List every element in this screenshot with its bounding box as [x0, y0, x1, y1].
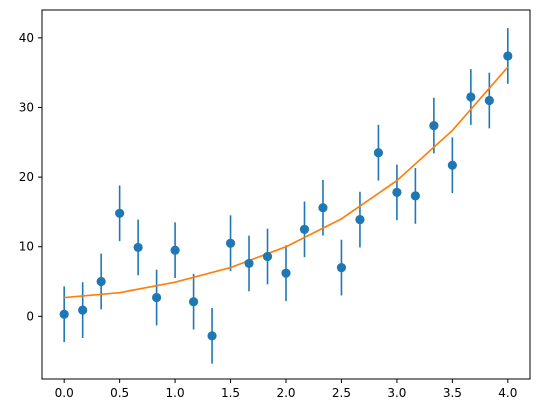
data-point	[59, 309, 69, 319]
x-tick-label: 1.0	[166, 386, 185, 400]
data-point	[188, 297, 199, 307]
y-tick-label: 20	[19, 170, 34, 184]
fit-line	[64, 66, 509, 299]
data-point	[503, 51, 513, 61]
axes: 0.0 0.5 1.0 1.5 2.0 2.5 3.0 3.5 4.0 0 10 20 30 40	[19, 9, 531, 400]
data-point	[373, 148, 384, 158]
data-point	[336, 263, 347, 273]
y-tick-label: 40	[19, 31, 34, 45]
data-point	[466, 92, 476, 102]
x-tick-label: 2.0	[276, 386, 295, 400]
data-point	[225, 238, 236, 248]
data-point	[262, 251, 273, 262]
data-point	[96, 276, 106, 287]
data-point	[355, 214, 365, 225]
data-point	[447, 160, 457, 170]
y-tick-label: 10	[19, 240, 34, 254]
data-point	[244, 258, 254, 269]
x-tick-label: 1.5	[221, 386, 240, 400]
data-point	[133, 242, 143, 253]
data-point	[318, 203, 328, 213]
data-point	[207, 331, 217, 341]
data-point	[78, 305, 88, 315]
data-point	[392, 187, 402, 198]
y-tick-label: 0	[26, 309, 34, 323]
data-point	[115, 208, 125, 218]
data-point	[299, 224, 310, 234]
x-tick-label: 0.0	[55, 386, 74, 400]
data-point	[281, 268, 291, 278]
x-tick-label: 2.5	[332, 386, 351, 400]
data-point	[170, 245, 180, 255]
x-tick-label: 3.5	[443, 386, 462, 400]
y-tick-label: 30	[19, 100, 34, 114]
x-tick-label: 4.0	[498, 386, 517, 400]
data-point	[152, 292, 162, 303]
data-point	[484, 95, 494, 106]
plot-area	[59, 28, 513, 364]
x-tick-label: 3.0	[387, 386, 406, 400]
x-tick-label: 0.5	[110, 386, 129, 400]
data-point	[429, 120, 439, 131]
data-point	[410, 191, 420, 201]
